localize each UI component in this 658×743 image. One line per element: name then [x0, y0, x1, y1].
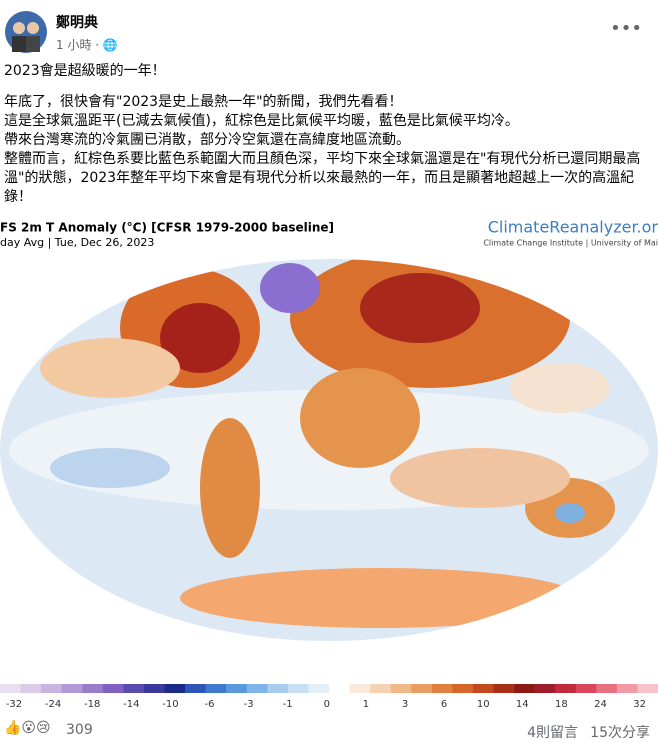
colorbar-swatch [390, 684, 412, 693]
colorbar-swatch [267, 684, 289, 693]
avatar[interactable] [4, 10, 48, 54]
colorbar-swatch [41, 684, 63, 693]
footer: 👍😮😢 309 4則留言 15次分享 [0, 718, 658, 743]
post-line: 這是全球氣溫距平(已減去氣候值)，紅棕色是比氣候平均暖，藍色是比氣候平均冷。 [4, 113, 519, 129]
colorbar-swatch [143, 684, 165, 693]
colorbar-label: -1 [283, 699, 293, 710]
colorbar-label: -14 [123, 699, 139, 710]
colorbar-swatch [308, 684, 330, 693]
colorbar-swatch [102, 684, 124, 693]
anomaly-field [9, 258, 649, 628]
colorbar-swatch [349, 684, 371, 693]
colorbar-swatch [61, 684, 83, 693]
share-count[interactable]: 15次分享 [590, 725, 650, 741]
colorbar-swatch [287, 684, 309, 693]
colorbar-label: 32 [633, 699, 646, 710]
colorbar-swatch [472, 684, 494, 693]
colorbar-swatch [411, 684, 433, 693]
colorbar-label: -3 [244, 699, 254, 710]
map-image[interactable]: FS 2m T Anomaly (°C) [CFSR 1979-2000 bas… [0, 218, 658, 714]
timestamp[interactable]: 1 小時 · 🌐 [56, 38, 118, 52]
menu[interactable]: ••• [610, 18, 642, 39]
comment-count[interactable]: 4則留言 [527, 725, 578, 741]
colorbar-label: 24 [594, 699, 607, 710]
author[interactable]: 鄭明典 [56, 15, 98, 31]
colorbar-label: 14 [516, 699, 529, 710]
reaction-icons[interactable]: 👍😮😢 [4, 720, 51, 736]
colorbar-label: 0 [324, 699, 330, 710]
colorbar-swatch [123, 684, 145, 693]
post-line: 2023會是超級暖的一年！ [4, 63, 166, 79]
colorbar-swatch [164, 684, 186, 693]
colorbar-label: 1 [363, 699, 369, 710]
colorbar-swatch [370, 684, 392, 693]
colorbar-swatch [82, 684, 104, 693]
colorbar-swatch [575, 684, 597, 693]
colorbar-label: -32 [6, 699, 22, 710]
post-line: 年底了，很快會有"2023是史上最熱一年"的新聞，我們先看看！ [4, 94, 403, 110]
colorbar-label: 18 [555, 699, 568, 710]
colorbar-label: -6 [205, 699, 215, 710]
colorbar-swatch [205, 684, 227, 693]
map-title: FS 2m T Anomaly (°C) [CFSR 1979-2000 bas… [0, 221, 334, 235]
colorbar-swatch [514, 684, 536, 693]
colorbar-swatch [0, 684, 22, 693]
map-subtitle: day Avg | Tue, Dec 26, 2023 [0, 236, 154, 249]
reaction-count[interactable]: 309 [66, 722, 93, 738]
colorbar-label: 6 [441, 699, 447, 710]
post-text: 2023會是超級暖的一年！ 年底了，很快會有"2023是史上最熱一年"的新聞，我… [4, 62, 654, 207]
colorbar-swatch [246, 684, 268, 693]
colorbar-swatch [555, 684, 577, 693]
colorbar-label: -24 [45, 699, 61, 710]
colorbar-swatch [616, 684, 638, 693]
brand-sub: Climate Change Institute | University of… [483, 239, 658, 248]
colorbar-swatch [185, 684, 207, 693]
colorbar-label: -18 [84, 699, 100, 710]
colorbar-label: -10 [162, 699, 178, 710]
colorbar-swatch [493, 684, 515, 693]
colorbar-swatch [637, 684, 658, 693]
time: 1 小時 · [56, 38, 100, 52]
colorbar-label: 10 [477, 699, 490, 710]
colorbar-swatch [596, 684, 618, 693]
colorbar-label: 3 [402, 699, 408, 710]
colorbar-swatch [452, 684, 474, 693]
colorbar-swatch [534, 684, 556, 693]
colorbar-swatch [431, 684, 453, 693]
colorbar-swatch [20, 684, 42, 693]
colorbar-swatch [329, 684, 351, 693]
post-line: 整體而言，紅棕色系要比藍色系範圍大而且顏色深，平均下來全球氣溫還是在"有現代分析… [4, 151, 641, 205]
brand: ClimateReanalyzer.or [488, 218, 658, 237]
colorbar: -32 -24 -18 -14 -10 -6 -3 -1 0 1 3 6 10 14 18 24 32 [0, 684, 658, 710]
colorbar-swatch [226, 684, 248, 693]
post-line: 帶來台灣寒流的冷氣團已消散，部分冷空氣還在高緯度地區流動。 [4, 132, 410, 148]
